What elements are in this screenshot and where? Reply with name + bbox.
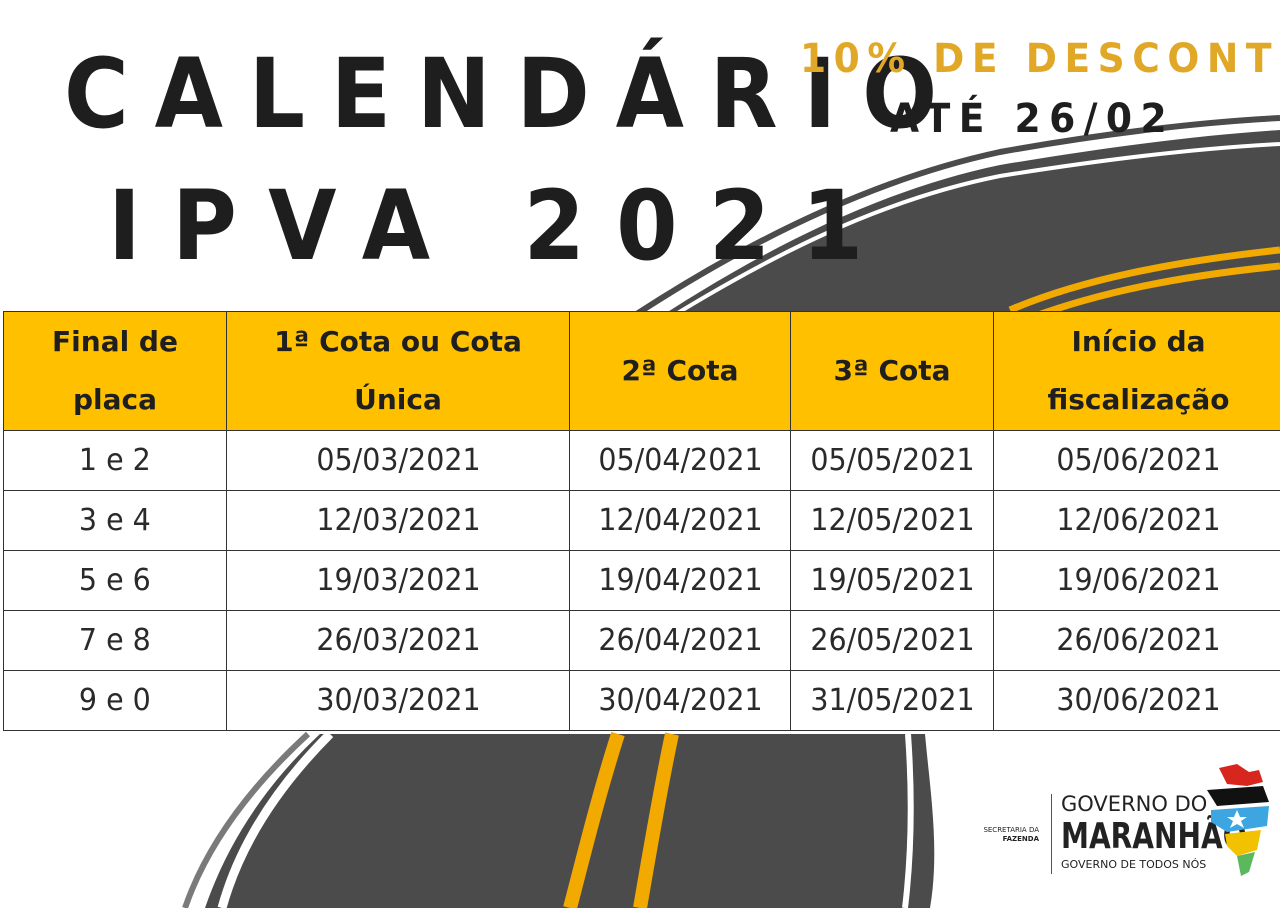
logo-gov-top: GOVERNO DO (1061, 792, 1208, 816)
cell-date: 26/06/2021 (993, 610, 1280, 671)
lower-road (205, 734, 935, 908)
discount-text: 10% DE DESCONTO (800, 36, 1280, 82)
table-row: 1 e 2 05/03/2021 05/04/2021 05/05/2021 0… (3, 430, 1280, 491)
lower-road-yellow-2 (633, 732, 679, 908)
upper-road-yellow-line-1 (1008, 246, 1280, 314)
cell-plate: 1 e 2 (3, 430, 227, 491)
header-final-placa: Final de placa (3, 311, 227, 431)
table-row: 3 e 4 12/03/2021 12/04/2021 12/05/2021 1… (3, 490, 1280, 551)
cell-date: 05/05/2021 (790, 430, 994, 491)
cell-date: 19/04/2021 (569, 550, 791, 611)
cell-date: 12/06/2021 (993, 490, 1280, 551)
ipva-calendar-table: Final de placa 1ª Cota ou Cota Única 2ª Co… (3, 311, 1280, 731)
header-cota-3: 3ª Cota (790, 311, 994, 431)
cell-date: 26/04/2021 (569, 610, 791, 671)
page-title-line1: CALENDÁRIO (64, 38, 963, 150)
secretaria-fazenda-label: SECRETARIA DA FAZENDA (983, 826, 1039, 843)
table-row: 5 e 6 19/03/2021 19/04/2021 19/05/2021 1… (3, 550, 1280, 611)
cell-date: 30/04/2021 (569, 670, 791, 731)
lower-road-white-line (217, 730, 334, 908)
cell-date: 19/05/2021 (790, 550, 994, 611)
cell-date: 05/04/2021 (569, 430, 791, 491)
header-fiscalizacao: Início da fiscalização (993, 311, 1280, 431)
lower-road-yellow-1 (563, 731, 625, 908)
cell-plate: 3 e 4 (3, 490, 227, 551)
cell-date: 19/06/2021 (993, 550, 1280, 611)
table-row: 7 e 8 26/03/2021 26/04/2021 26/05/2021 2… (3, 610, 1280, 671)
cell-date: 26/05/2021 (790, 610, 994, 671)
cell-date: 26/03/2021 (226, 610, 570, 671)
header-cota-1: 1ª Cota ou Cota Única (226, 311, 570, 431)
cell-date: 05/03/2021 (226, 430, 570, 491)
discount-deadline: ATÉ 26/02 (890, 96, 1176, 142)
lower-road-right-white (902, 733, 914, 908)
cell-date: 05/06/2021 (993, 430, 1280, 491)
table-header-row: Final de placa 1ª Cota ou Cota Única 2ª Co… (3, 311, 1280, 431)
cell-date: 19/03/2021 (226, 550, 570, 611)
cell-date: 31/05/2021 (790, 670, 994, 731)
logo-divider (1051, 794, 1052, 874)
table-row: 9 e 0 30/03/2021 30/04/2021 31/05/2021 3… (3, 670, 1280, 731)
cell-date: 30/03/2021 (226, 670, 570, 731)
cell-plate: 5 e 6 (3, 550, 227, 611)
cell-plate: 9 e 0 (3, 670, 227, 731)
upper-road-yellow-line-2 (1028, 262, 1280, 322)
cell-date: 12/04/2021 (569, 490, 791, 551)
upper-road (640, 130, 1280, 330)
page-title-line2: IPVA 2021 (108, 170, 895, 282)
cell-date: 12/03/2021 (226, 490, 570, 551)
cell-date: 30/06/2021 (993, 670, 1280, 731)
governo-maranhao-logo: SECRETARIA DA FAZENDA GOVERNO DO MARANHÃO… (975, 760, 1280, 905)
cell-plate: 7 e 8 (3, 610, 227, 671)
upper-road-white-line (648, 142, 1280, 332)
header-cota-2: 2ª Cota (569, 311, 791, 431)
logo-gov-sub: GOVERNO DE TODOS NÓS (1061, 858, 1207, 871)
cell-date: 12/05/2021 (790, 490, 994, 551)
maranhao-flag-map-icon (1207, 764, 1269, 876)
upper-road-edge (618, 115, 1280, 328)
lower-road-left-edge (182, 731, 311, 908)
